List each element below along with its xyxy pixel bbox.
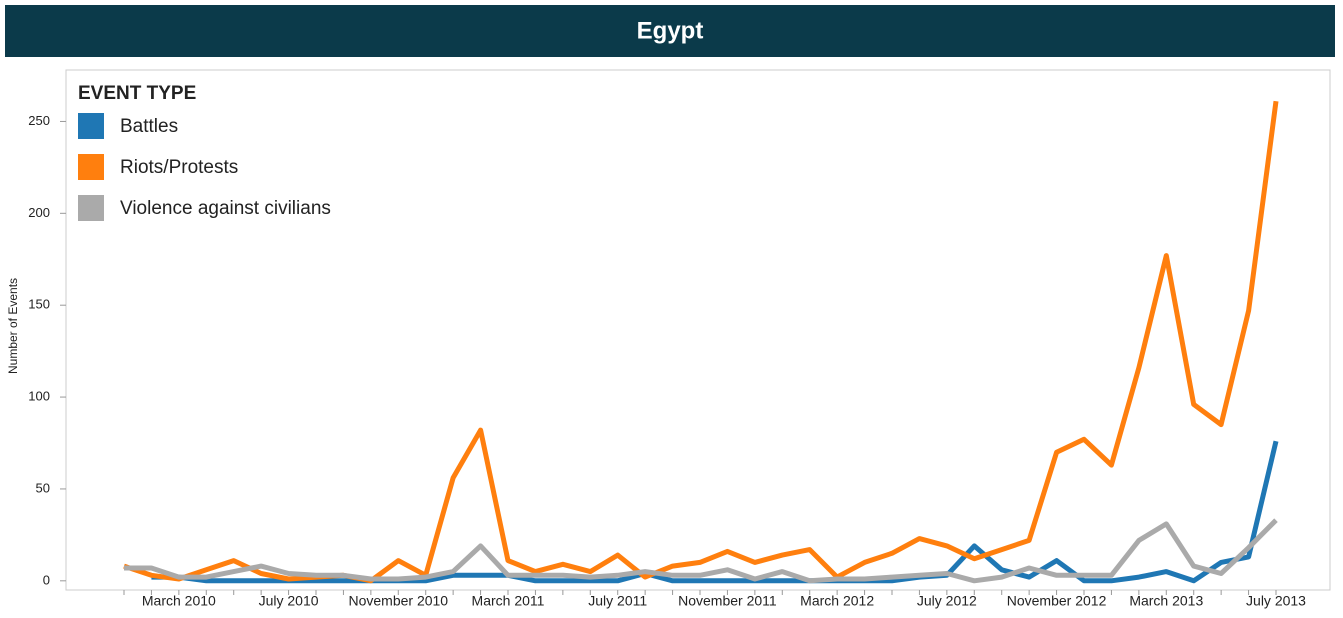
- chart-title: Egypt: [637, 17, 704, 44]
- x-tick-label: November 2010: [348, 593, 448, 609]
- legend-swatch: [78, 113, 104, 139]
- title-banner: [5, 5, 1335, 57]
- x-tick-label: November 2012: [1007, 593, 1107, 609]
- x-tick-label: March 2012: [800, 593, 874, 609]
- y-tick-label: 200: [28, 205, 50, 220]
- x-tick-label: March 2011: [472, 593, 545, 609]
- y-axis-label: Number of Events: [6, 278, 20, 374]
- y-tick-label: 150: [28, 297, 50, 312]
- legend-swatch: [78, 195, 104, 221]
- x-tick-label: March 2010: [142, 593, 216, 609]
- x-tick-label: July 2013: [1246, 593, 1306, 609]
- legend-label: Violence against civilians: [120, 198, 331, 219]
- plot-frame: [65, 69, 1331, 591]
- x-tick-label: March 2013: [1129, 593, 1203, 609]
- x-tick-label: July 2011: [588, 593, 647, 609]
- y-tick-label: 100: [28, 389, 50, 404]
- y-tick-label: 50: [36, 480, 50, 495]
- legend-label: Riots/Protests: [120, 157, 238, 178]
- legend-swatch: [78, 154, 104, 180]
- x-tick-label: November 2011: [678, 593, 777, 609]
- series-line: [124, 518, 1278, 584]
- x-tick-label: July 2012: [917, 593, 977, 609]
- y-tick-label: 0: [43, 572, 50, 587]
- x-tick-label: July 2010: [259, 593, 319, 609]
- legend-label: Battles: [120, 116, 178, 137]
- y-tick-label: 250: [28, 113, 50, 128]
- series-line: [151, 440, 1279, 584]
- legend-title: EVENT TYPE: [78, 83, 196, 104]
- series-line: [123, 100, 1279, 584]
